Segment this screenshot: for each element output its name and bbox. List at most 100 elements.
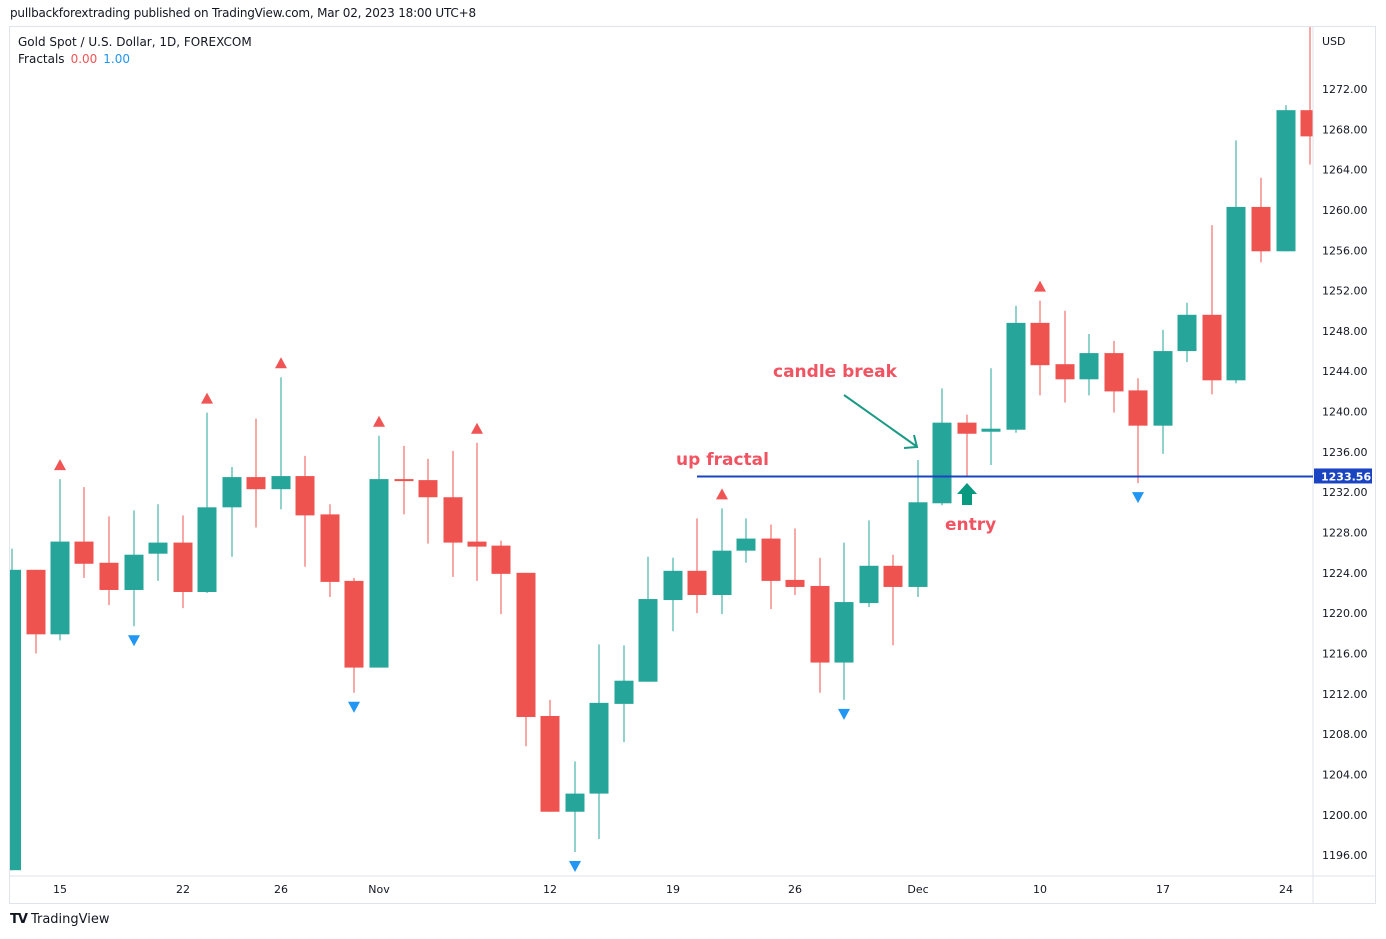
candle[interactable] <box>761 524 781 610</box>
indicator-value-up: 1.00 <box>103 52 130 66</box>
candle[interactable] <box>1226 140 1246 384</box>
price-tick-label: 1244.00 <box>1322 365 1368 378</box>
price-tick-label: 1232.00 <box>1322 486 1368 499</box>
candle[interactable] <box>74 487 94 578</box>
fractal-up-icon <box>275 357 287 369</box>
candle[interactable] <box>1128 378 1148 484</box>
candle[interactable] <box>222 467 242 557</box>
candle[interactable] <box>99 516 119 606</box>
time-tick-label: 24 <box>1279 883 1293 896</box>
candle[interactable] <box>614 645 634 743</box>
candle[interactable] <box>589 644 609 839</box>
candle[interactable] <box>810 557 830 693</box>
candle[interactable] <box>173 515 193 609</box>
candle[interactable] <box>148 504 168 581</box>
candle[interactable] <box>1276 105 1296 252</box>
last-price-tag <box>1314 468 1372 484</box>
candle[interactable] <box>320 504 340 598</box>
candle[interactable] <box>736 518 756 563</box>
fractal-down-icon <box>838 708 850 720</box>
price-tick-label: 1216.00 <box>1322 647 1368 660</box>
candle[interactable] <box>394 445 414 515</box>
candle[interactable] <box>957 414 977 478</box>
time-tick-label: 15 <box>53 883 67 896</box>
candle[interactable] <box>197 412 217 593</box>
time-tick-label: 22 <box>176 883 190 896</box>
candle[interactable] <box>467 442 487 581</box>
time-tick-label: 12 <box>543 883 557 896</box>
candles-layer <box>10 27 1314 871</box>
candle[interactable] <box>687 518 707 614</box>
entry-up-arrow-icon <box>957 483 977 505</box>
candle[interactable] <box>124 510 144 627</box>
candle[interactable] <box>834 542 854 700</box>
fractal-up-icon <box>1034 280 1046 292</box>
price-axis[interactable]: 1196.00 1200.00 1204.00 1208.00 1212.00 1216.… <box>1322 83 1368 862</box>
candle[interactable] <box>491 540 511 615</box>
candle[interactable] <box>418 458 438 544</box>
annotation-up-fractal: up fractal <box>676 450 769 470</box>
candle[interactable] <box>663 557 683 632</box>
candle[interactable] <box>1055 310 1075 403</box>
candle[interactable] <box>1030 300 1050 396</box>
time-tick-label: 26 <box>788 883 802 896</box>
candle[interactable] <box>540 699 560 812</box>
time-tick-label: Nov <box>368 883 390 896</box>
price-tick-label: 1240.00 <box>1322 406 1368 419</box>
indicator-value-down: 0.00 <box>70 52 98 66</box>
candle[interactable] <box>785 528 805 596</box>
fractal-down-icon <box>569 861 581 873</box>
fractals-layer <box>54 280 1144 873</box>
tradingview-logo-icon: TV <box>10 912 28 927</box>
candle[interactable] <box>50 479 70 641</box>
candle[interactable] <box>638 556 658 682</box>
price-tick-label: 1272.00 <box>1322 83 1368 96</box>
candle-break-arrow-icon <box>843 394 919 449</box>
candle[interactable] <box>981 368 1001 465</box>
price-tick-label: 1248.00 <box>1322 325 1368 338</box>
price-tick-label: 1256.00 <box>1322 244 1368 257</box>
candle[interactable] <box>1079 333 1099 396</box>
candle[interactable] <box>1251 177 1271 263</box>
candle[interactable] <box>295 455 315 567</box>
candle[interactable] <box>908 459 928 598</box>
candle[interactable] <box>1104 341 1124 413</box>
fractal-up-icon <box>471 422 483 434</box>
time-tick-label: 10 <box>1033 883 1047 896</box>
candle[interactable] <box>271 377 291 510</box>
fractal-up-icon <box>716 488 728 500</box>
candle[interactable] <box>1153 329 1173 454</box>
candle[interactable] <box>859 520 879 608</box>
symbol-title[interactable]: Gold Spot / U.S. Dollar, 1D, FOREXCOM <box>18 35 252 49</box>
candle[interactable] <box>443 450 463 577</box>
price-tick-label: 1208.00 <box>1322 728 1368 741</box>
candle[interactable] <box>10 548 21 871</box>
candle[interactable] <box>1300 27 1314 165</box>
currency-label: USD <box>1322 35 1346 48</box>
indicator-row[interactable]: Fractals 0.00 1.00 <box>18 51 252 68</box>
candle[interactable] <box>26 569 46 654</box>
fractal-down-icon <box>128 635 140 647</box>
candle[interactable] <box>712 508 732 615</box>
candle[interactable] <box>932 388 952 506</box>
time-tick-label: 17 <box>1156 883 1170 896</box>
candle[interactable] <box>246 418 266 528</box>
candle[interactable] <box>344 577 364 693</box>
candle[interactable] <box>1177 302 1197 363</box>
fractal-up-icon <box>201 392 213 404</box>
price-tick-label: 1224.00 <box>1322 567 1368 580</box>
candle[interactable] <box>565 761 585 853</box>
indicator-name: Fractals <box>18 52 65 66</box>
annotation-entry: entry <box>945 515 996 535</box>
candle[interactable] <box>1006 305 1026 433</box>
candle[interactable] <box>883 554 903 646</box>
candle[interactable] <box>1202 225 1222 395</box>
price-tick-label: 1264.00 <box>1322 164 1368 177</box>
candle[interactable] <box>369 435 389 668</box>
candle[interactable] <box>516 572 536 747</box>
time-tick-label: 19 <box>666 883 680 896</box>
brand-name[interactable]: TradingView <box>30 912 110 927</box>
time-axis[interactable]: 15 22 26 Nov 12 19 26 Dec 10 17 24 <box>53 883 1293 896</box>
chart-frame <box>9 26 1376 904</box>
